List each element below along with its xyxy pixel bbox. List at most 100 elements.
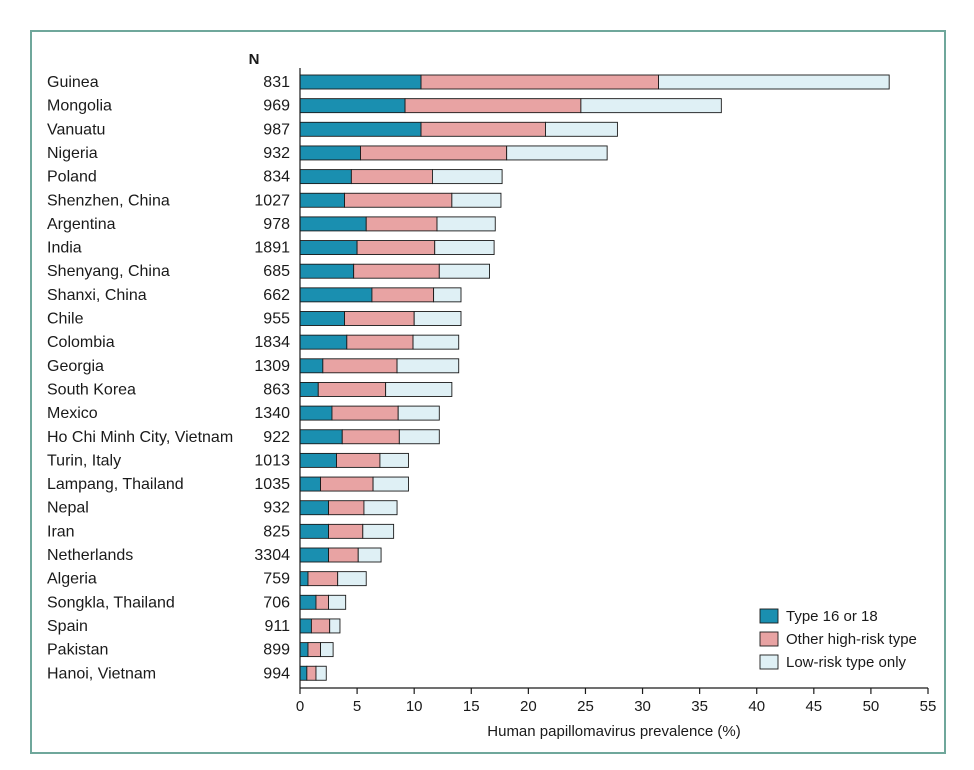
bar-segment-low-risk	[398, 429, 440, 445]
n-value: 1891	[254, 240, 290, 257]
x-tick-label: 0	[296, 698, 304, 715]
bar-segment-low-risk	[328, 594, 347, 610]
bar-segment-type-16-18	[299, 334, 348, 350]
bar-segment-type-16-18	[299, 287, 373, 303]
bar-segment-low-risk	[357, 547, 382, 563]
category-label: Netherlands	[47, 547, 133, 564]
bar-segment-low-risk	[433, 287, 462, 303]
bar-segment-other-high-risk	[350, 169, 433, 185]
bar-segment-other-high-risk	[344, 192, 453, 208]
bar-segment-other-high-risk	[360, 145, 508, 161]
category-label: Shenyang, China	[47, 263, 170, 280]
bar-segment-type-16-18	[299, 263, 355, 279]
bar-segment-other-high-risk	[317, 382, 387, 397]
legend-label: Type 16 or 18	[786, 608, 878, 625]
bar-segment-type-16-18	[299, 405, 333, 421]
bar-segment-type-16-18	[299, 192, 345, 208]
bar-segment-low-risk	[434, 240, 495, 256]
category-label: Pakistan	[47, 642, 108, 659]
bar-segment-other-high-risk	[346, 334, 414, 350]
bar-segment-other-high-risk	[331, 405, 399, 421]
n-value: 987	[263, 121, 290, 138]
bar-segment-other-high-risk	[306, 665, 317, 681]
legend-swatch	[759, 654, 779, 670]
n-value: 922	[263, 429, 290, 446]
n-value: 1834	[254, 334, 290, 351]
n-value: 706	[263, 594, 290, 611]
n-value: 978	[263, 216, 290, 233]
category-label: Mongolia	[47, 98, 112, 115]
bar-segment-other-high-risk	[356, 240, 436, 256]
n-value: 911	[264, 618, 290, 635]
n-value: 831	[263, 74, 290, 91]
bar-segment-other-high-risk	[328, 547, 359, 563]
bar-segment-other-high-risk	[420, 74, 659, 90]
n-column-header: N	[249, 51, 260, 68]
category-label: Lampang, Thailand	[47, 476, 184, 493]
bar-segment-low-risk	[320, 642, 334, 658]
bar-segment-other-high-risk	[365, 216, 438, 232]
x-tick-label: 45	[805, 698, 822, 715]
bar-segment-low-risk	[329, 618, 341, 634]
bar-segment-type-16-18	[299, 358, 324, 374]
bar-segment-other-high-risk	[420, 121, 546, 137]
legend-label: Other high-risk type	[786, 631, 917, 648]
bar-segment-other-high-risk	[328, 500, 365, 516]
category-label: Ho Chi Minh City, Vietnam	[47, 429, 233, 446]
bar-segment-type-16-18	[299, 121, 422, 137]
category-label: South Korea	[47, 381, 136, 398]
n-value: 834	[263, 169, 290, 186]
x-axis-title: Human papillomavirus prevalence (%)	[487, 723, 740, 740]
category-label: Shenzhen, China	[47, 192, 170, 209]
n-value: 1340	[254, 405, 290, 422]
bar-segment-low-risk	[438, 263, 490, 279]
bar-segment-type-16-18	[299, 240, 358, 256]
category-label: Spain	[47, 618, 88, 635]
n-value: 994	[263, 665, 290, 682]
category-label: Songkla, Thailand	[47, 594, 175, 611]
bar-segment-low-risk	[658, 74, 890, 90]
bar-segment-other-high-risk	[344, 311, 415, 326]
x-tick-label: 30	[634, 698, 651, 715]
bar-segment-type-16-18	[299, 642, 309, 658]
category-label: Nigeria	[47, 145, 98, 162]
n-value: 932	[263, 145, 290, 162]
bar-segment-other-high-risk	[371, 287, 435, 303]
bar-segment-other-high-risk	[404, 98, 582, 114]
bar-segment-type-16-18	[299, 618, 312, 634]
bar-segment-type-16-18	[299, 429, 343, 445]
legend-label: Low-risk type only	[786, 654, 907, 671]
category-label: Argentina	[47, 216, 116, 233]
bar-segment-other-high-risk	[353, 263, 440, 279]
x-tick-label: 5	[353, 698, 361, 715]
category-label: Shanxi, China	[47, 287, 147, 304]
x-tick-label: 55	[920, 698, 937, 715]
bar-segment-other-high-risk	[307, 642, 322, 658]
n-value: 662	[263, 287, 290, 304]
bar-segment-low-risk	[337, 571, 367, 587]
n-value: 1035	[254, 476, 290, 493]
category-label: Poland	[47, 169, 97, 186]
x-tick-label: 50	[863, 698, 880, 715]
bar-segment-type-16-18	[299, 523, 329, 539]
category-label: Georgia	[47, 358, 104, 375]
category-label: Chile	[47, 311, 84, 328]
bar-segment-other-high-risk	[315, 594, 329, 610]
n-value: 863	[263, 381, 290, 398]
legend-swatch	[759, 631, 779, 647]
category-label: Turin, Italy	[47, 452, 121, 469]
bar-segment-low-risk	[436, 216, 496, 232]
bar-segment-type-16-18	[299, 500, 329, 516]
bar-segment-low-risk	[315, 665, 327, 681]
bar-segment-low-risk	[451, 192, 502, 208]
bar-segment-type-16-18	[299, 571, 309, 587]
bar-segment-low-risk	[506, 145, 608, 161]
n-value: 1013	[254, 452, 290, 469]
bar-segment-other-high-risk	[336, 452, 381, 468]
n-value: 899	[263, 642, 290, 659]
bar-segment-low-risk	[363, 500, 398, 516]
x-tick-label: 40	[748, 698, 765, 715]
n-value: 932	[263, 500, 290, 517]
bar-segment-type-16-18	[299, 216, 367, 232]
